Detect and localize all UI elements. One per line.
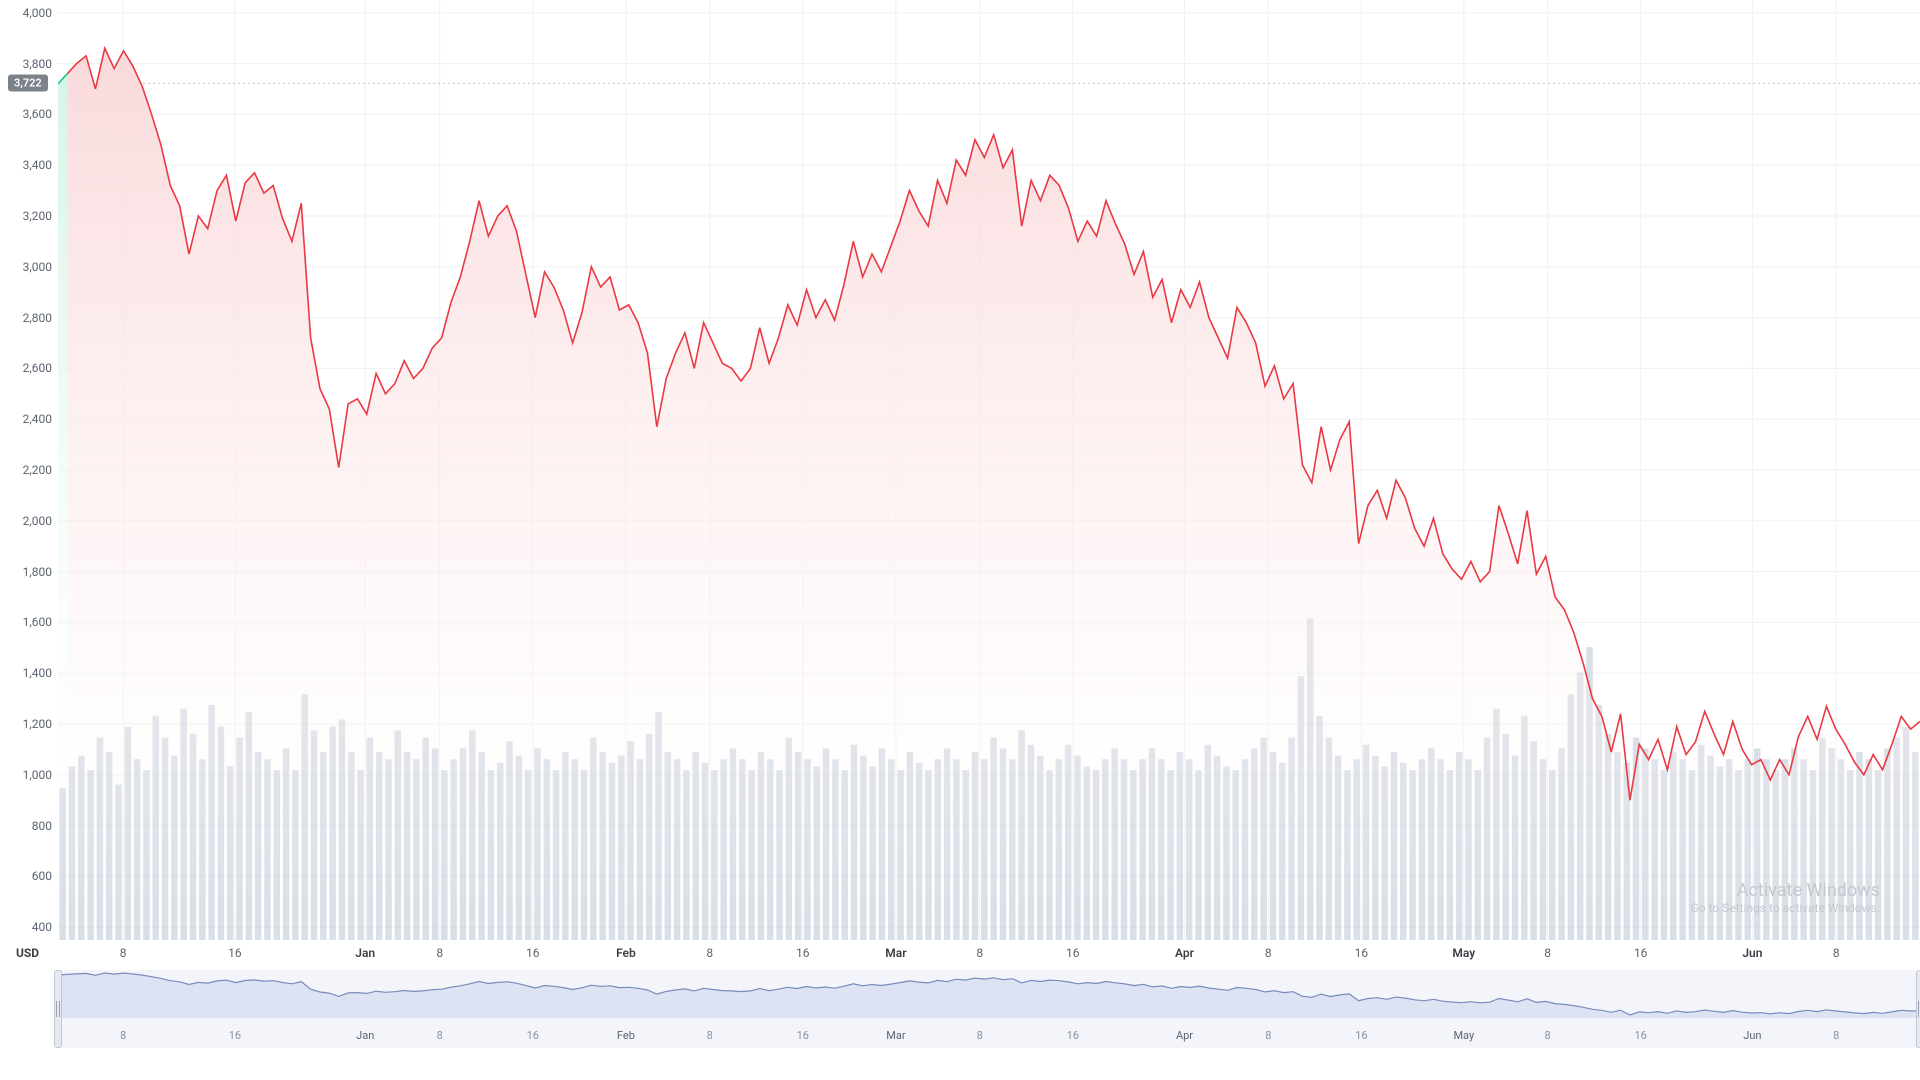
brush-x-axis: 8 16 Jan 8 16 Feb 8 16 Mar 8 16 Apr 8 16 May 8 16 Jun 8	[58, 1022, 1920, 1044]
x-tick-label: 8	[436, 946, 443, 960]
brush-tick-label: 8	[1545, 1029, 1551, 1042]
y-tick-label: 2,200	[23, 463, 52, 477]
x-tick-label: 8	[1833, 946, 1840, 960]
x-tick-label: Jun	[1742, 946, 1762, 960]
x-tick-label: 16	[1066, 946, 1080, 960]
range-brush[interactable]: 8 16 Jan 8 16 Feb 8 16 Mar 8 16 Apr 8 16 May 8 16 Jun 8	[58, 970, 1920, 1048]
y-tick-label: 3,600	[23, 107, 52, 121]
y-tick-label: 1,800	[23, 565, 52, 579]
x-tick-label: 16	[1634, 946, 1648, 960]
x-tick-label: 8	[976, 946, 983, 960]
x-tick-label: 8	[1265, 946, 1272, 960]
y-tick-label: 2,400	[23, 412, 52, 426]
y-tick-label: 2,600	[23, 361, 52, 375]
brush-tick-label: 8	[1265, 1029, 1271, 1042]
y-tick-label: 4,000	[23, 6, 52, 20]
brush-tick-label: 8	[977, 1029, 983, 1042]
x-axis: 8 16 Jan 8 16 Feb 8 16 Mar 8 16 Apr 8 16 May 8 16 Jun 8	[58, 940, 1920, 968]
x-tick-label: 16	[1355, 946, 1369, 960]
brush-tick-label: 8	[1833, 1029, 1839, 1042]
brush-tick-label: Feb	[617, 1029, 635, 1042]
y-tick-label: 1,200	[23, 717, 52, 731]
brush-tick-label: Mar	[886, 1029, 905, 1042]
x-tick-label: Feb	[616, 946, 636, 960]
y-tick-label: 3,400	[23, 158, 52, 172]
y-tick-label: 600	[32, 869, 52, 883]
brush-tick-label: 16	[527, 1029, 539, 1042]
currency-label: USD	[16, 946, 39, 960]
x-tick-label: Apr	[1175, 946, 1194, 960]
y-tick-label: 3,200	[23, 209, 52, 223]
y-tick-label: 3,800	[23, 57, 52, 71]
brush-tick-label: Apr	[1176, 1029, 1193, 1042]
x-tick-label: Mar	[885, 946, 906, 960]
reference-price-value: 3,722	[14, 77, 42, 90]
brush-tick-label: 16	[229, 1029, 241, 1042]
brush-tick-label: 16	[797, 1029, 809, 1042]
y-axis: 400 600 800 1,000 1,200 1,400 1,600 1,800 2,000 2…	[0, 0, 58, 940]
reference-price-badge: 3,722	[8, 75, 48, 92]
x-tick-label: 8	[1544, 946, 1551, 960]
y-tick-label: 400	[32, 920, 52, 934]
x-tick-label: 16	[526, 946, 540, 960]
y-tick-label: 1,000	[23, 768, 52, 782]
y-tick-label: 1,400	[23, 666, 52, 680]
x-tick-label: 16	[796, 946, 810, 960]
brush-tick-label: Jan	[356, 1029, 374, 1042]
y-tick-label: 2,000	[23, 514, 52, 528]
brush-tick-label: Jun	[1743, 1029, 1761, 1042]
plot-area[interactable]	[58, 0, 1920, 940]
brush-tick-label: 16	[1635, 1029, 1647, 1042]
x-tick-label: 8	[120, 946, 127, 960]
x-tick-label: Jan	[355, 946, 375, 960]
y-tick-label: 800	[32, 819, 52, 833]
x-tick-label: May	[1452, 946, 1475, 960]
price-chart: 400 600 800 1,000 1,200 1,400 1,600 1,800 2,000 2…	[0, 0, 1920, 1080]
brush-overview	[58, 970, 1920, 1018]
brush-tick-label: 16	[1355, 1029, 1367, 1042]
y-tick-label: 1,600	[23, 615, 52, 629]
brush-tick-label: 8	[437, 1029, 443, 1042]
brush-tick-label: May	[1453, 1029, 1474, 1042]
brush-tick-label: 16	[1067, 1029, 1079, 1042]
y-tick-label: 3,000	[23, 260, 52, 274]
y-tick-label: 2,800	[23, 311, 52, 325]
chart-svg	[58, 0, 1920, 940]
brush-tick-label: 8	[120, 1029, 126, 1042]
x-tick-label: 16	[228, 946, 242, 960]
brush-tick-label: 8	[707, 1029, 713, 1042]
x-tick-label: 8	[706, 946, 713, 960]
